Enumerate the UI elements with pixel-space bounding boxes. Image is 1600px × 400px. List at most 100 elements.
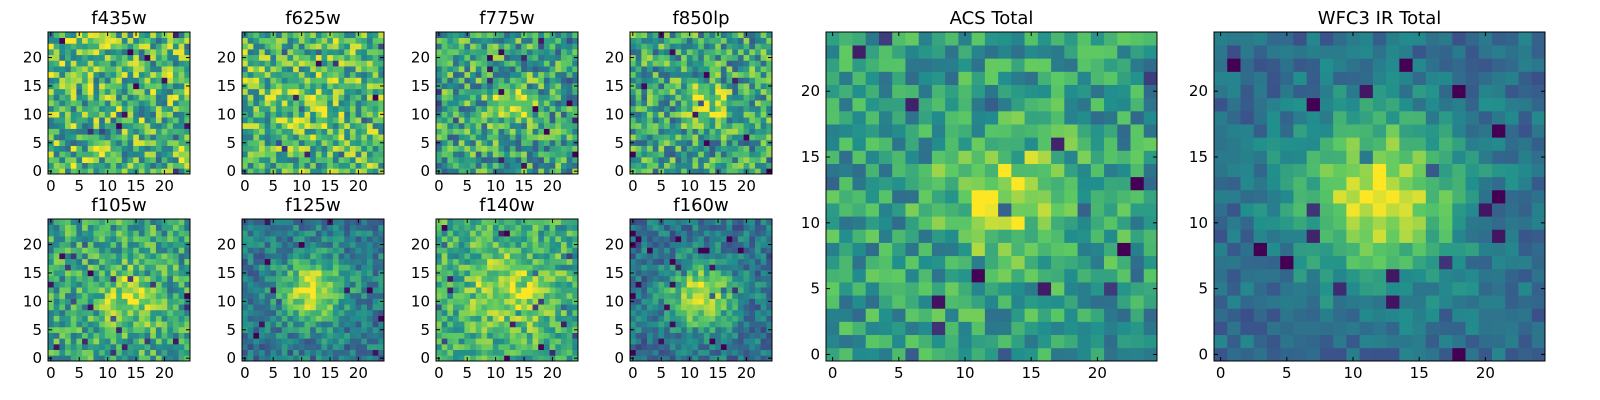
heatmap-cell [281, 88, 288, 95]
heatmap-cell [487, 219, 494, 226]
heatmap-cell [298, 287, 305, 294]
heatmap-cell [264, 66, 271, 73]
heatmap-cell [521, 77, 528, 84]
heatmap-cell [766, 275, 773, 282]
heatmap-cell [293, 71, 300, 78]
heatmap-cell [104, 49, 111, 56]
heatmap-cell [726, 60, 733, 67]
heatmap-cell [766, 315, 773, 322]
heatmap-cell [259, 338, 266, 345]
heatmap-cell [355, 162, 362, 169]
heatmap-cell [521, 49, 528, 56]
heatmap-cell [270, 71, 277, 78]
heatmap-cell [504, 32, 511, 39]
heatmap-cell [167, 100, 174, 107]
heatmap-cell [647, 338, 654, 345]
heatmap-cell [641, 100, 648, 107]
heatmap-cell [703, 298, 710, 305]
heatmap-cell [178, 66, 185, 73]
heatmap-cell [572, 343, 579, 350]
heatmap-cell [709, 134, 716, 141]
heatmap-cell [737, 321, 744, 328]
heatmap-cell [116, 139, 123, 146]
heatmap-cell [178, 349, 185, 356]
heatmap-cell [543, 219, 550, 226]
heatmap-cell [566, 309, 573, 316]
heatmap-cell [270, 315, 277, 322]
heatmap-cell [726, 156, 733, 163]
heatmap-cell [344, 258, 351, 265]
heatmap-cell [492, 349, 499, 356]
heatmap-cell [344, 338, 351, 345]
heatmap-cell [572, 71, 579, 78]
heatmap-cell [298, 241, 305, 248]
heatmap-cell [281, 315, 288, 322]
heatmap-cell [555, 156, 562, 163]
heatmap-cell [167, 298, 174, 305]
heatmap-cell [675, 77, 682, 84]
heatmap-cell [498, 162, 505, 169]
heatmap-cell [59, 321, 66, 328]
heatmap-cell [104, 304, 111, 311]
heatmap-cell [281, 355, 288, 362]
heatmap-cell [138, 66, 145, 73]
heatmap-cell [253, 298, 260, 305]
heatmap-cell [675, 122, 682, 129]
heatmap-cell [560, 349, 567, 356]
heatmap-cell [281, 349, 288, 356]
heatmap-cell [310, 247, 317, 254]
heatmap-cell [172, 343, 179, 350]
heatmap-cell [270, 66, 277, 73]
heatmap-cell [464, 128, 471, 135]
heatmap-cell [110, 128, 117, 135]
heatmap-cell [338, 332, 345, 339]
heatmap-cell [692, 298, 699, 305]
heatmap-cell [504, 224, 511, 231]
heatmap-cell [698, 321, 705, 328]
heatmap-cell [378, 77, 385, 84]
heatmap-cell [65, 281, 72, 288]
heatmap-cell [453, 32, 460, 39]
heatmap-cell [344, 156, 351, 163]
heatmap-cell [664, 71, 671, 78]
heatmap-cell [458, 270, 465, 277]
heatmap-cell [259, 253, 266, 260]
heatmap-cell [560, 134, 567, 141]
heatmap-cell [349, 32, 356, 39]
heatmap-cell [436, 117, 443, 124]
heatmap-cell [315, 309, 322, 316]
heatmap-cell [87, 32, 94, 39]
heatmap-cell [470, 309, 477, 316]
heatmap-cell [372, 134, 379, 141]
heatmap-cell [361, 224, 368, 231]
heatmap-cell [138, 37, 145, 44]
heatmap-cell [509, 326, 516, 333]
heatmap-cell [344, 37, 351, 44]
heatmap-cell [338, 321, 345, 328]
heatmap-cell [549, 37, 556, 44]
heatmap-cell [110, 66, 117, 73]
heatmap-cell [184, 66, 191, 73]
heatmap-cell [715, 77, 722, 84]
heatmap-cell [53, 117, 60, 124]
heatmap-cell [686, 326, 693, 333]
heatmap-cell [509, 355, 516, 362]
heatmap-cell [498, 117, 505, 124]
heatmap-cell [315, 162, 322, 169]
heatmap-cell [720, 315, 727, 322]
heatmap-cell [453, 309, 460, 316]
heatmap-cell [167, 258, 174, 265]
heatmap-cell [150, 326, 157, 333]
heatmap-cell [515, 236, 522, 243]
heatmap-cell [99, 151, 106, 158]
heatmap-cell [242, 156, 249, 163]
heatmap-cell [287, 315, 294, 322]
heatmap-cell [116, 54, 123, 61]
heatmap-cell [366, 49, 373, 56]
heatmap-cell [647, 270, 654, 277]
heatmap-cell [366, 100, 373, 107]
heatmap-cell [298, 77, 305, 84]
heatmap-cell [321, 151, 328, 158]
heatmap-cell [681, 54, 688, 61]
heatmap-cell [247, 134, 254, 141]
